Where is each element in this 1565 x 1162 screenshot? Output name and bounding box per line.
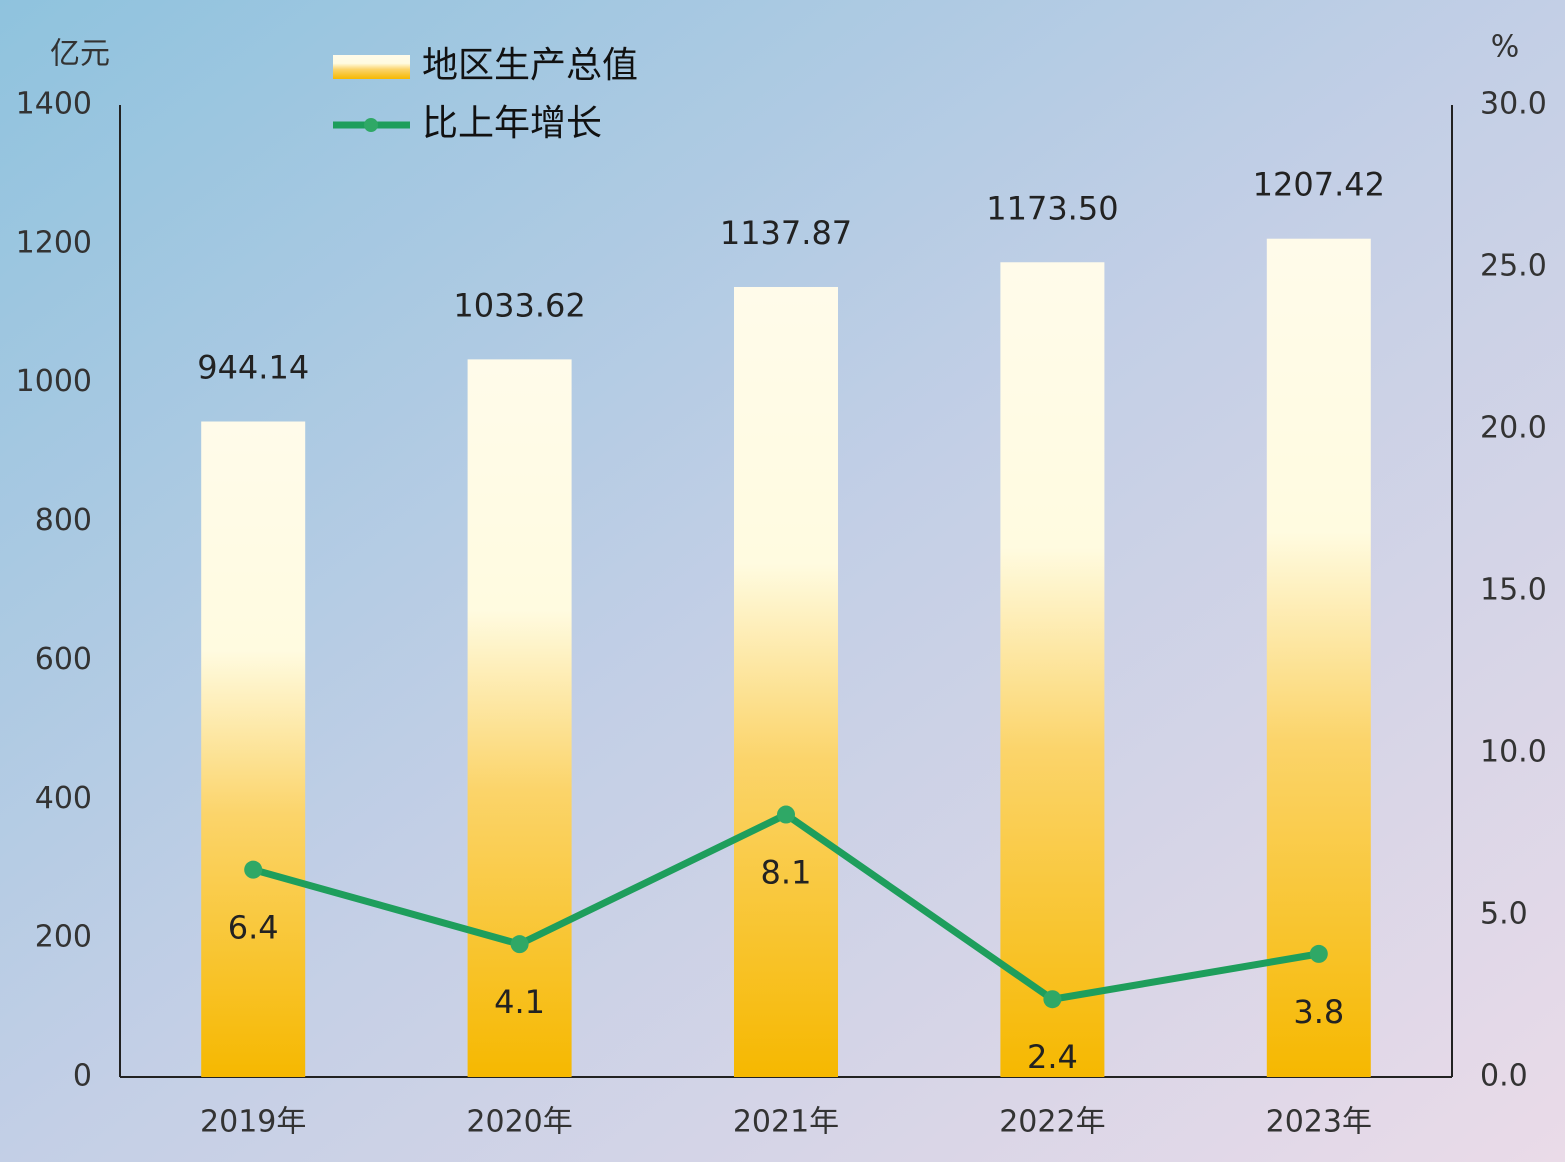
y-tick-label: 0 bbox=[73, 1059, 92, 1094]
data-label: 1173.50 bbox=[986, 189, 1118, 227]
y-axis-title: 亿元 bbox=[50, 37, 110, 72]
line-marker bbox=[777, 805, 795, 824]
x-tick-label: 2019年 bbox=[200, 1105, 306, 1140]
line-marker bbox=[244, 860, 263, 879]
data-label: 3.8 bbox=[1293, 993, 1344, 1031]
y-tick-label: 200 bbox=[35, 920, 92, 955]
y-tick-label: 1000 bbox=[16, 364, 92, 399]
data-label: 6.4 bbox=[228, 909, 279, 947]
bar bbox=[201, 421, 306, 1078]
y2-tick-label: 0.0 bbox=[1480, 1059, 1528, 1094]
y2-tick-label: 15.0 bbox=[1480, 573, 1547, 608]
y2-tick-label: 20.0 bbox=[1480, 411, 1547, 446]
bar bbox=[734, 286, 838, 1077]
line-marker bbox=[1043, 990, 1062, 1009]
legend-swatch-marker bbox=[364, 118, 378, 132]
y2-tick-label: 5.0 bbox=[1480, 897, 1528, 932]
data-label: 944.14 bbox=[197, 348, 309, 386]
data-label: 1137.87 bbox=[720, 214, 852, 252]
y-tick-label: 800 bbox=[35, 503, 92, 538]
bar bbox=[1266, 238, 1371, 1077]
y-tick-label: 1400 bbox=[16, 87, 92, 122]
y2-axis-title: % bbox=[1491, 30, 1520, 65]
bar bbox=[1000, 262, 1105, 1077]
data-label: 8.1 bbox=[761, 854, 812, 892]
data-label: 1033.62 bbox=[453, 286, 585, 324]
y2-tick-label: 25.0 bbox=[1480, 249, 1547, 284]
x-tick-label: 2022年 bbox=[999, 1105, 1105, 1140]
bar bbox=[467, 359, 572, 1077]
y2-tick-label: 10.0 bbox=[1480, 735, 1547, 770]
y-tick-label: 400 bbox=[35, 781, 92, 816]
legend-label: 地区生产总值 bbox=[422, 45, 638, 86]
line-marker bbox=[510, 935, 529, 954]
data-label: 1207.42 bbox=[1253, 166, 1385, 204]
data-label: 2.4 bbox=[1027, 1038, 1078, 1076]
y2-tick-label: 30.0 bbox=[1480, 87, 1547, 122]
data-label: 4.1 bbox=[494, 983, 545, 1021]
legend-swatch-bar bbox=[333, 55, 410, 79]
x-tick-label: 2020年 bbox=[466, 1105, 572, 1140]
x-tick-label: 2023年 bbox=[1266, 1105, 1372, 1140]
y-tick-label: 600 bbox=[35, 642, 92, 677]
line-marker bbox=[1309, 944, 1328, 963]
y-tick-label: 1200 bbox=[16, 225, 92, 260]
x-tick-label: 2021年 bbox=[733, 1105, 839, 1140]
legend-label: 比上年增长 bbox=[422, 103, 602, 144]
